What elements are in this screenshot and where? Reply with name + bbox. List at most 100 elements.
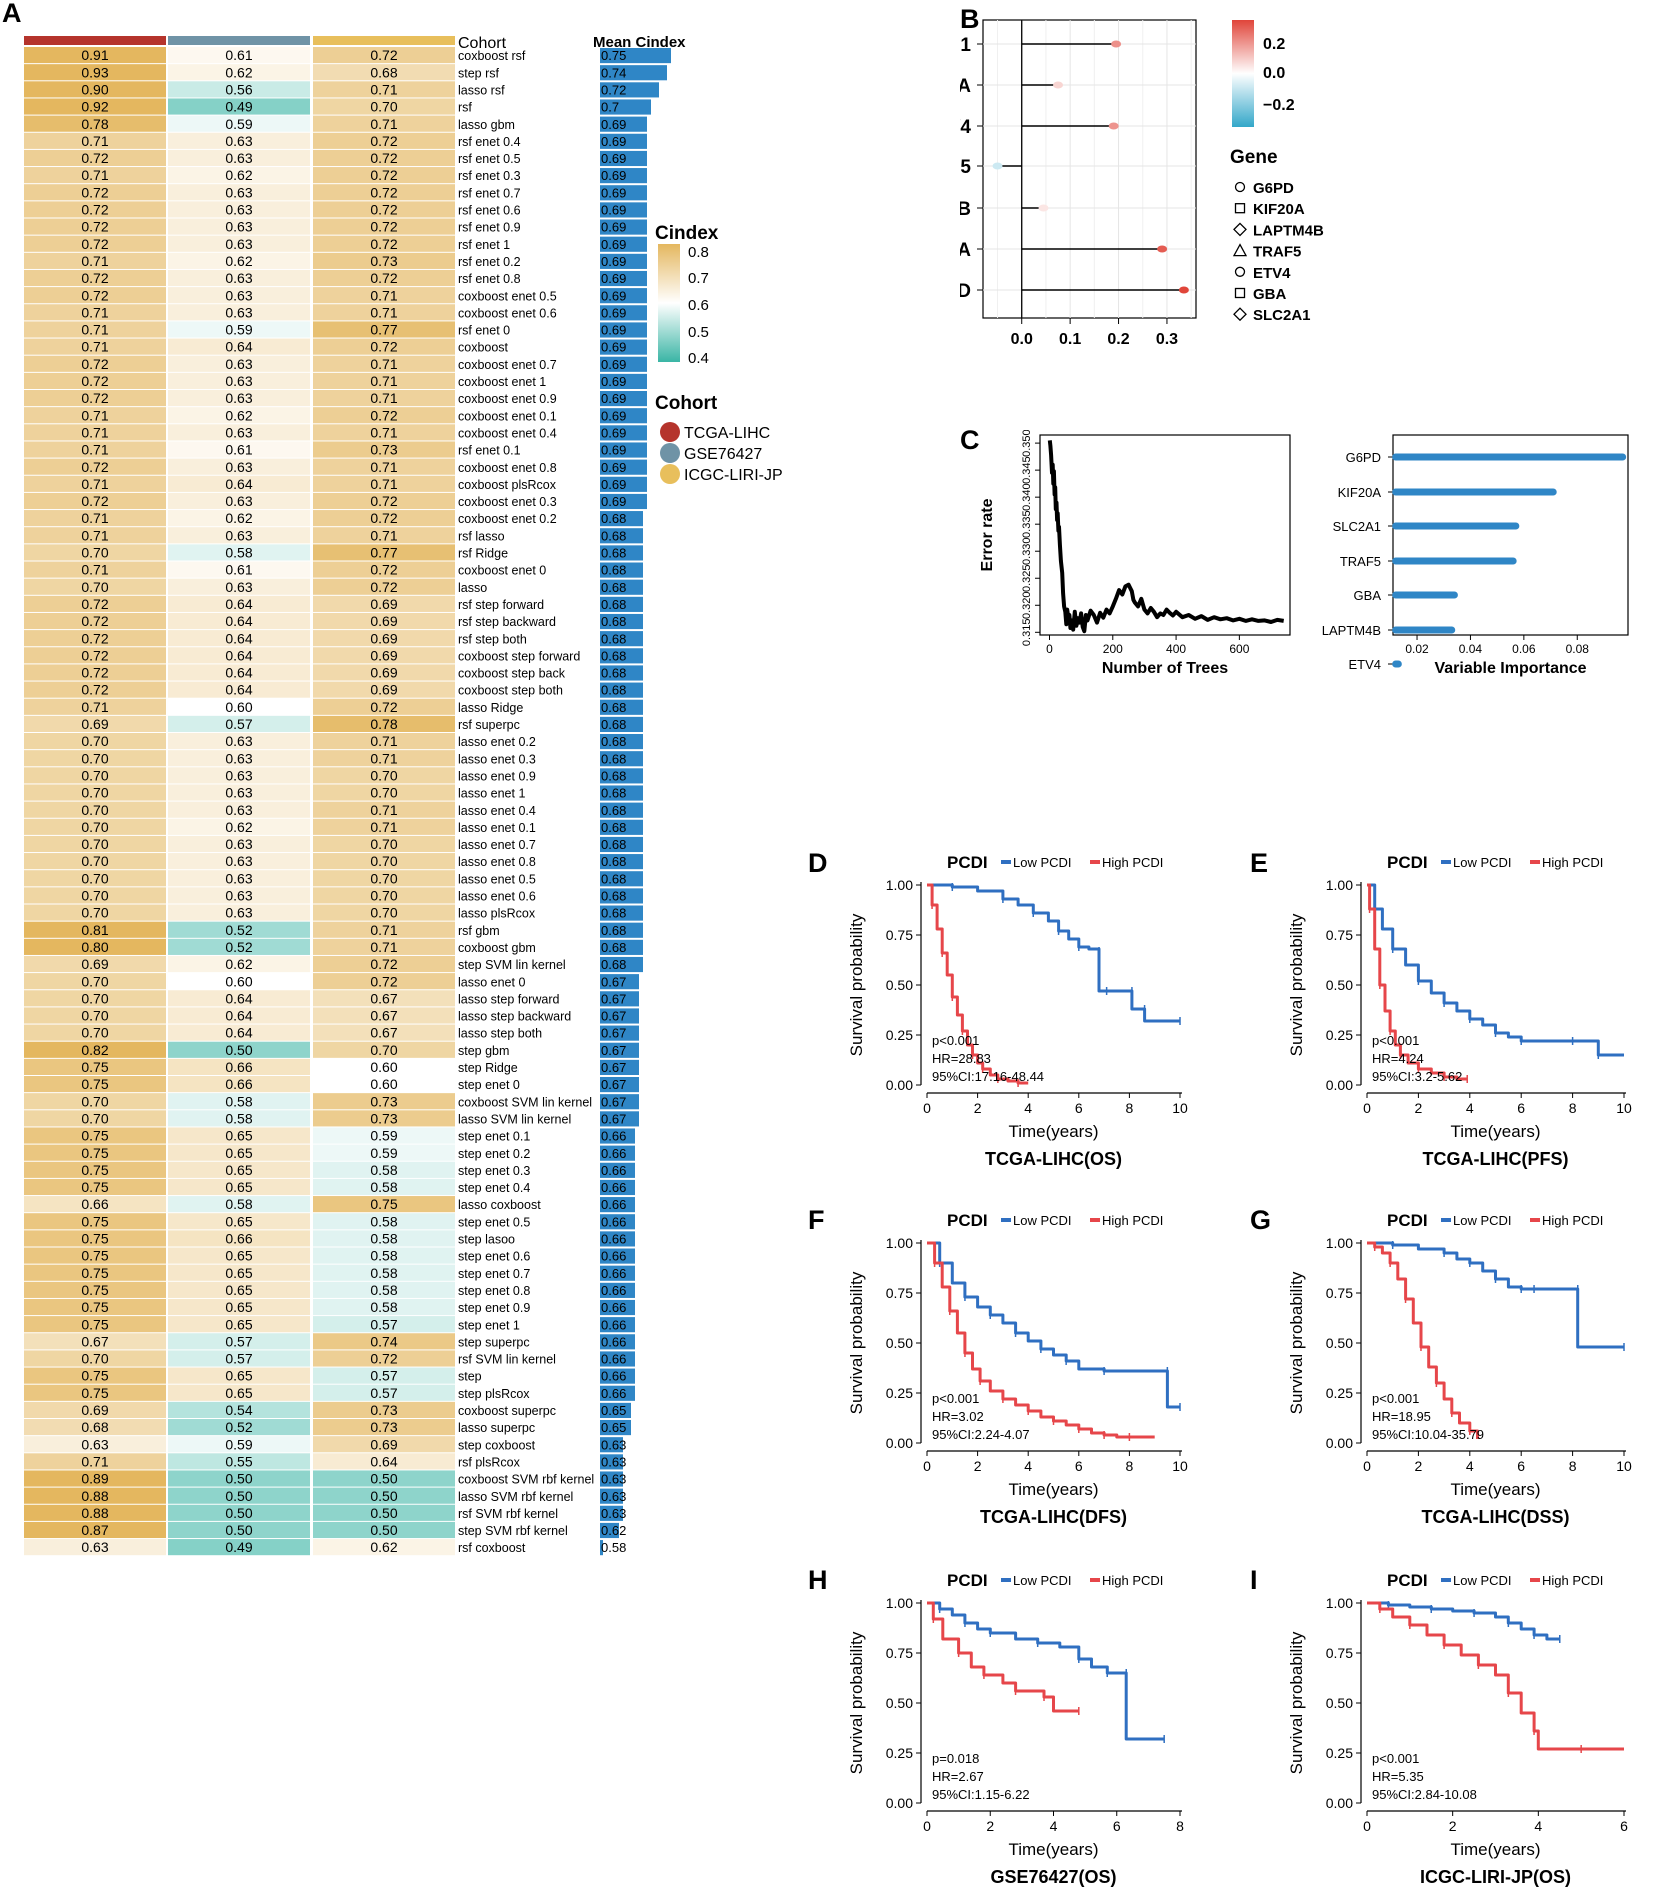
mean-cindex-bar bbox=[600, 751, 643, 767]
heatmap-value: 0.58 bbox=[370, 1265, 397, 1281]
heatmap-cell bbox=[168, 612, 310, 630]
heatmap-value: 0.50 bbox=[370, 1471, 397, 1487]
mean-cindex-label: 0.68 bbox=[601, 717, 626, 732]
mean-cindex-label: 0.66 bbox=[601, 1249, 626, 1264]
y-tick-label: 0.75 bbox=[1326, 927, 1353, 943]
model-name: lasso enet 0.6 bbox=[458, 890, 536, 904]
heatmap-cell bbox=[168, 1453, 310, 1470]
heatmap-cell bbox=[313, 492, 455, 510]
model-name: rsf SVM lin kernel bbox=[458, 1353, 556, 1367]
mean-cindex-label: 0.68 bbox=[601, 683, 626, 698]
heatmap-cell bbox=[24, 355, 166, 372]
mean-cindex-label: 0.74 bbox=[601, 65, 626, 80]
lollipop-head bbox=[1053, 81, 1064, 89]
heatmap-value: 0.50 bbox=[225, 1042, 252, 1058]
heatmap-value: 0.70 bbox=[81, 545, 108, 561]
heatmap-value: 0.71 bbox=[81, 562, 108, 578]
heatmap-cell bbox=[24, 578, 166, 595]
heatmap-cell bbox=[313, 1333, 455, 1350]
heatmap-value: 0.72 bbox=[370, 493, 397, 509]
heatmap-value: 0.77 bbox=[370, 322, 397, 338]
x-tick-label: 2 bbox=[974, 1100, 982, 1116]
heatmap-cell bbox=[168, 132, 310, 149]
mean-cindex-label: 0.67 bbox=[601, 1043, 626, 1058]
heatmap-cell bbox=[24, 1230, 166, 1247]
mean-cindex-label: 0.67 bbox=[601, 974, 626, 989]
heatmap-value: 0.72 bbox=[81, 236, 108, 252]
heatmap-cell bbox=[24, 492, 166, 510]
heatmap-cell bbox=[168, 715, 310, 732]
panel-label-b: B bbox=[960, 4, 980, 34]
model-name: lasso step forward bbox=[458, 992, 559, 1006]
x-tick-label: 0 bbox=[923, 1100, 931, 1116]
mean-cindex-bar bbox=[600, 648, 643, 664]
km-stat: HR=28.83 bbox=[932, 1051, 991, 1066]
heatmap-value: 0.70 bbox=[81, 1351, 108, 1367]
model-name: lasso enet 0.8 bbox=[458, 855, 536, 869]
mean-cindex-label: 0.67 bbox=[601, 1111, 626, 1126]
heatmap-value: 0.58 bbox=[225, 1093, 252, 1109]
mean-cindex-label: 0.63 bbox=[601, 1472, 626, 1487]
y-tick-label: 0.00 bbox=[886, 1795, 913, 1811]
heatmap-cell bbox=[313, 252, 455, 269]
heatmap-cell bbox=[313, 287, 455, 304]
mean-cindex-bar bbox=[600, 1282, 635, 1298]
heatmap-cell bbox=[24, 1161, 166, 1178]
cohort-legend-dot bbox=[660, 443, 680, 463]
mean-cindex-bar bbox=[600, 133, 647, 149]
heatmap-cell bbox=[313, 1419, 455, 1436]
model-name: rsf enet 0.3 bbox=[458, 169, 521, 183]
cohort-legend-title: Cohort bbox=[655, 393, 718, 414]
model-name: coxboost step back bbox=[458, 667, 566, 681]
model-name: lasso gbm bbox=[458, 118, 515, 132]
heatmap-cell bbox=[168, 1196, 310, 1213]
heatmap-cell bbox=[168, 784, 310, 801]
heatmap-value: 0.67 bbox=[370, 1025, 397, 1041]
heatmap-value: 0.71 bbox=[81, 304, 108, 320]
heatmap-cell bbox=[168, 1213, 310, 1230]
mean-cindex-bar bbox=[600, 819, 643, 835]
heatmap-value: 0.71 bbox=[370, 939, 397, 955]
gene-label: LAPTM4B bbox=[960, 199, 971, 220]
cohort-bar-gse76427 bbox=[168, 36, 310, 45]
heatmap-cell bbox=[313, 1298, 455, 1316]
mean-cindex-bar bbox=[600, 545, 643, 561]
heatmap-value: 0.59 bbox=[225, 1436, 252, 1452]
heatmap-value: 0.71 bbox=[81, 167, 108, 183]
heatmap-cell bbox=[168, 167, 310, 184]
heatmap-cell bbox=[24, 458, 166, 475]
heatmap-value: 0.69 bbox=[81, 1402, 108, 1418]
heatmap-value: 0.61 bbox=[225, 47, 252, 63]
heatmap-value: 0.62 bbox=[225, 956, 252, 972]
heatmap-value: 0.58 bbox=[225, 545, 252, 561]
gene-label: KIF20A bbox=[960, 240, 971, 261]
heatmap-cell bbox=[168, 1367, 310, 1384]
km-stat: 95%CI:1.15-6.22 bbox=[932, 1787, 1030, 1802]
mean-cindex-bar bbox=[600, 1231, 635, 1247]
heatmap-cell bbox=[24, 1453, 166, 1470]
heatmap-cell bbox=[24, 647, 166, 664]
y-tick-label: 1.00 bbox=[886, 1595, 913, 1611]
x-tick-label: 400 bbox=[1166, 642, 1186, 656]
heatmap-value: 0.64 bbox=[225, 1025, 252, 1041]
heatmap-value: 0.60 bbox=[370, 1059, 397, 1075]
heatmap-value: 0.71 bbox=[81, 699, 108, 715]
x-tick-label: 0 bbox=[1363, 1100, 1371, 1116]
x-tick-label: 8 bbox=[1176, 1818, 1184, 1834]
heatmap-value: 0.73 bbox=[370, 253, 397, 269]
mean-cindex-label: 0.69 bbox=[601, 494, 626, 509]
heatmap-cell bbox=[313, 1024, 455, 1041]
model-name: rsf Ridge bbox=[458, 547, 508, 561]
mean-cindex-bar bbox=[600, 99, 651, 115]
km-plot-tcga-dss: PCDI Low PCDI High PCDI 0.00 0.25 0.50 0.75 1.0… bbox=[1287, 1211, 1632, 1527]
heatmap-cell bbox=[313, 218, 455, 235]
heatmap-value: 0.52 bbox=[225, 1419, 252, 1435]
mean-cindex-label: 0.62 bbox=[601, 1523, 626, 1538]
heatmap-cell bbox=[313, 441, 455, 458]
mean-cindex-label: 0.66 bbox=[601, 1369, 626, 1384]
heatmap-cell bbox=[168, 407, 310, 424]
heatmap-cell bbox=[24, 287, 166, 304]
variable-importance-plot: G6PD KIF20A SLC2A1 TRAF5 GBA LAPTM4B ETV4 0.02 0… bbox=[1322, 434, 1629, 677]
heatmap-cell bbox=[24, 835, 166, 853]
mean-cindex-label: 0.68 bbox=[601, 700, 626, 715]
